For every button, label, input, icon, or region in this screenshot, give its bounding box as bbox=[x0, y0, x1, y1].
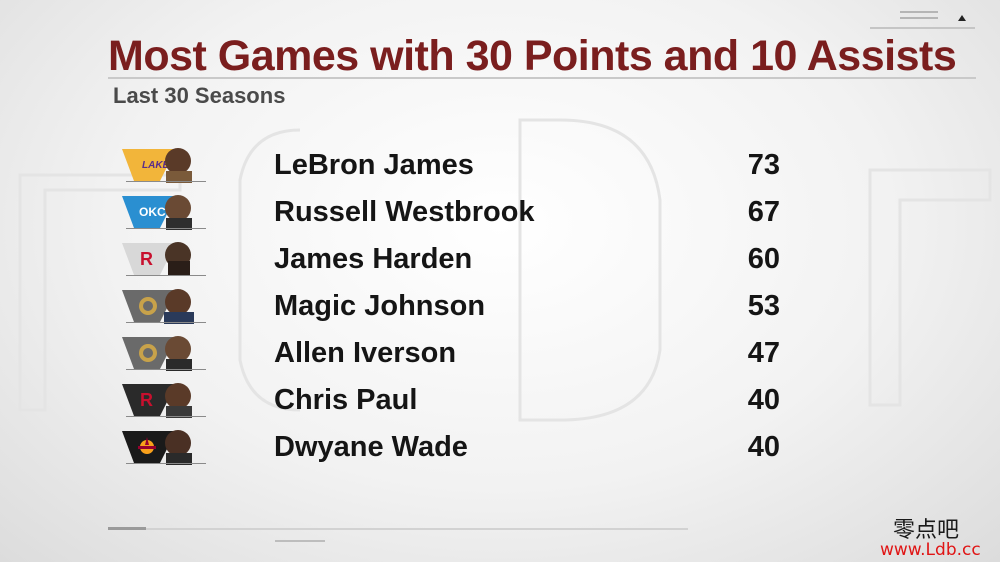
player-name: Russell Westbrook bbox=[274, 196, 535, 228]
badge-underline bbox=[126, 181, 206, 182]
page-subtitle: Last 30 Seasons bbox=[113, 83, 286, 108]
games-count: 53 bbox=[747, 290, 780, 322]
badge-underline bbox=[126, 275, 206, 276]
rockets-logo-icon: R bbox=[122, 383, 192, 418]
team-player-badge: LAKERS bbox=[120, 141, 208, 183]
player-name: Magic Johnson bbox=[274, 290, 486, 322]
player-name: LeBron James bbox=[274, 149, 474, 181]
team-player-badge: R bbox=[120, 376, 208, 418]
hall-of-fame-logo-icon bbox=[122, 336, 192, 371]
list-item: OKC Russell Westbrook 67 bbox=[0, 188, 1000, 235]
list-item: LAKERS LeBron James 73 bbox=[0, 141, 1000, 188]
games-count: 60 bbox=[747, 243, 780, 275]
badge-underline bbox=[126, 228, 206, 229]
player-name: Allen Iverson bbox=[274, 337, 457, 369]
thunder-logo-icon: OKC bbox=[122, 195, 192, 230]
svg-text:OKC: OKC bbox=[139, 205, 166, 219]
bottom-accent-dash bbox=[275, 540, 325, 542]
team-player-badge: OKC bbox=[120, 188, 208, 230]
title-divider bbox=[108, 77, 976, 79]
site-watermark-text: 零点吧 bbox=[893, 518, 960, 543]
corner-decoration bbox=[870, 11, 975, 29]
svg-text:R: R bbox=[140, 390, 153, 410]
games-count: 47 bbox=[747, 337, 780, 369]
site-watermark-url: www.Ldb.cc bbox=[880, 540, 981, 560]
svg-text:R: R bbox=[140, 249, 153, 269]
list-item: Magic Johnson 53 bbox=[0, 282, 1000, 329]
team-player-badge: R bbox=[120, 235, 208, 277]
team-player-badge bbox=[120, 423, 208, 465]
games-count: 73 bbox=[747, 149, 780, 181]
player-name: Dwyane Wade bbox=[274, 431, 468, 463]
games-count: 67 bbox=[747, 196, 780, 228]
player-name: Chris Paul bbox=[274, 384, 418, 416]
badge-underline bbox=[126, 369, 206, 370]
games-count: 40 bbox=[747, 431, 780, 463]
hall-of-fame-logo-icon bbox=[122, 289, 194, 324]
rockets-logo-icon: R bbox=[122, 242, 191, 275]
svg-text:LAKERS: LAKERS bbox=[142, 160, 183, 171]
list-item: R James Harden 60 bbox=[0, 235, 1000, 282]
list-item: Dwyane Wade 40 bbox=[0, 423, 1000, 470]
bottom-accent-dash bbox=[108, 527, 146, 530]
team-player-badge bbox=[120, 329, 208, 371]
badge-underline bbox=[126, 463, 206, 464]
badge-underline bbox=[126, 416, 206, 417]
player-name: James Harden bbox=[274, 243, 473, 275]
games-count: 40 bbox=[747, 384, 780, 416]
heat-logo-icon bbox=[122, 430, 192, 465]
badge-underline bbox=[126, 322, 206, 323]
team-player-badge bbox=[120, 282, 208, 324]
page-title: Most Games with 30 Points and 10 Assists bbox=[108, 32, 957, 80]
bottom-divider bbox=[108, 528, 688, 530]
list-item: Allen Iverson 47 bbox=[0, 329, 1000, 376]
list-item: R Chris Paul 40 bbox=[0, 376, 1000, 423]
lakers-logo-icon: LAKERS bbox=[122, 148, 192, 183]
